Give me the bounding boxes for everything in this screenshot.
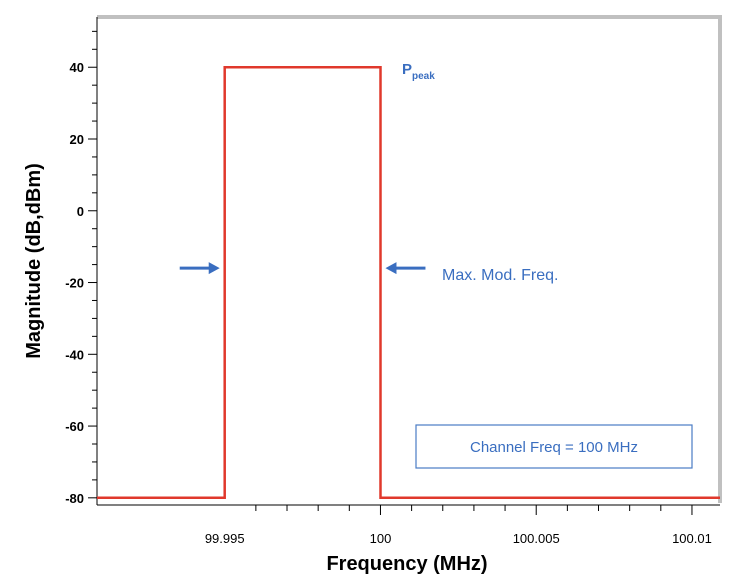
channel-freq-label: Channel Freq = 100 MHz	[470, 439, 638, 456]
p-peak-label: Ppeak	[402, 61, 435, 82]
y-tick-label: -20	[65, 276, 84, 291]
max-mod-freq-label: Max. Mod. Freq.	[442, 267, 558, 284]
p-peak-main: P	[402, 61, 412, 78]
x-tick-label: 100.01	[672, 531, 712, 546]
p-peak-sub: peak	[412, 71, 435, 82]
y-tick-label: 20	[70, 132, 84, 147]
series-layer	[97, 65, 720, 500]
x-tick-label: 99.995	[205, 531, 245, 546]
x-tick-label: 100.005	[513, 531, 560, 546]
y-tick-label: -60	[65, 419, 84, 434]
y-tick-label: 0	[77, 204, 84, 219]
x-axis-title: Frequency (MHz)	[326, 553, 487, 575]
y-axis-ticks: 40 20 0 -20 -40 -60 -80	[65, 30, 97, 506]
annotation-layer	[179, 262, 426, 275]
y-tick-label: -40	[65, 347, 84, 362]
y-tick-label: 40	[70, 60, 84, 75]
channel-freq-box	[415, 424, 693, 469]
right-arrow-head	[385, 262, 397, 275]
left-arrow-head	[208, 262, 220, 275]
x-axis-ticks: 99.995 100 100.005 100.01	[205, 505, 712, 546]
y-axis-title: Magnitude (dB,dBm)	[23, 163, 45, 359]
y-tick-label: -80	[65, 491, 84, 506]
x-tick-label: 100	[370, 531, 392, 546]
series-line	[97, 65, 720, 500]
